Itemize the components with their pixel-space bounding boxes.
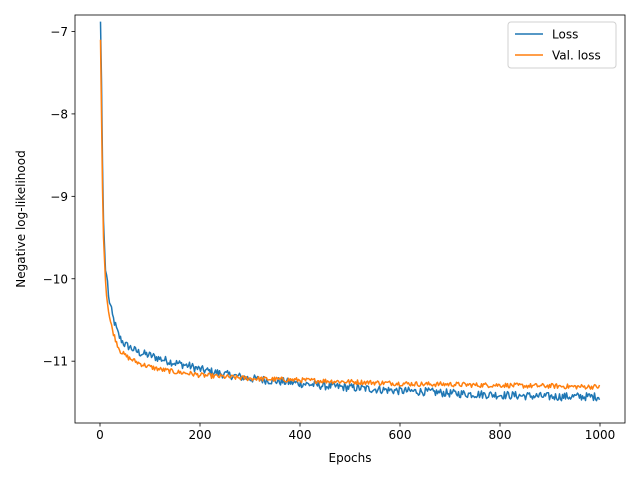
y-tick-label: −9 — [50, 190, 68, 204]
x-tick-label: 400 — [289, 428, 312, 442]
plot-frame — [74, 14, 626, 424]
y-tick-label: −10 — [43, 272, 68, 286]
legend-label: Loss — [552, 28, 578, 42]
x-axis-ticks: 0 200 400 600 800 1000 — [96, 423, 615, 442]
x-tick-label: 200 — [189, 428, 212, 442]
legend: Loss Val. loss — [507, 21, 617, 69]
legend-label: Val. loss — [552, 49, 601, 63]
x-tick-label: 0 — [96, 428, 104, 442]
y-axis-label: Negative log-likelihood — [14, 150, 28, 287]
y-axis-ticks: −7 −8 −9 −10 −11 — [43, 25, 75, 369]
y-tick-label: −11 — [43, 355, 68, 369]
series-line-2 — [99, 39, 601, 390]
plot-lines — [99, 21, 601, 402]
y-tick-label: −8 — [50, 107, 68, 121]
x-tick-label: 600 — [389, 428, 412, 442]
x-axis-label: Epochs — [329, 451, 372, 465]
series-line-1 — [99, 21, 601, 402]
y-tick-label: −7 — [50, 25, 68, 39]
x-tick-label: 1000 — [585, 428, 616, 442]
x-tick-label: 800 — [489, 428, 512, 442]
